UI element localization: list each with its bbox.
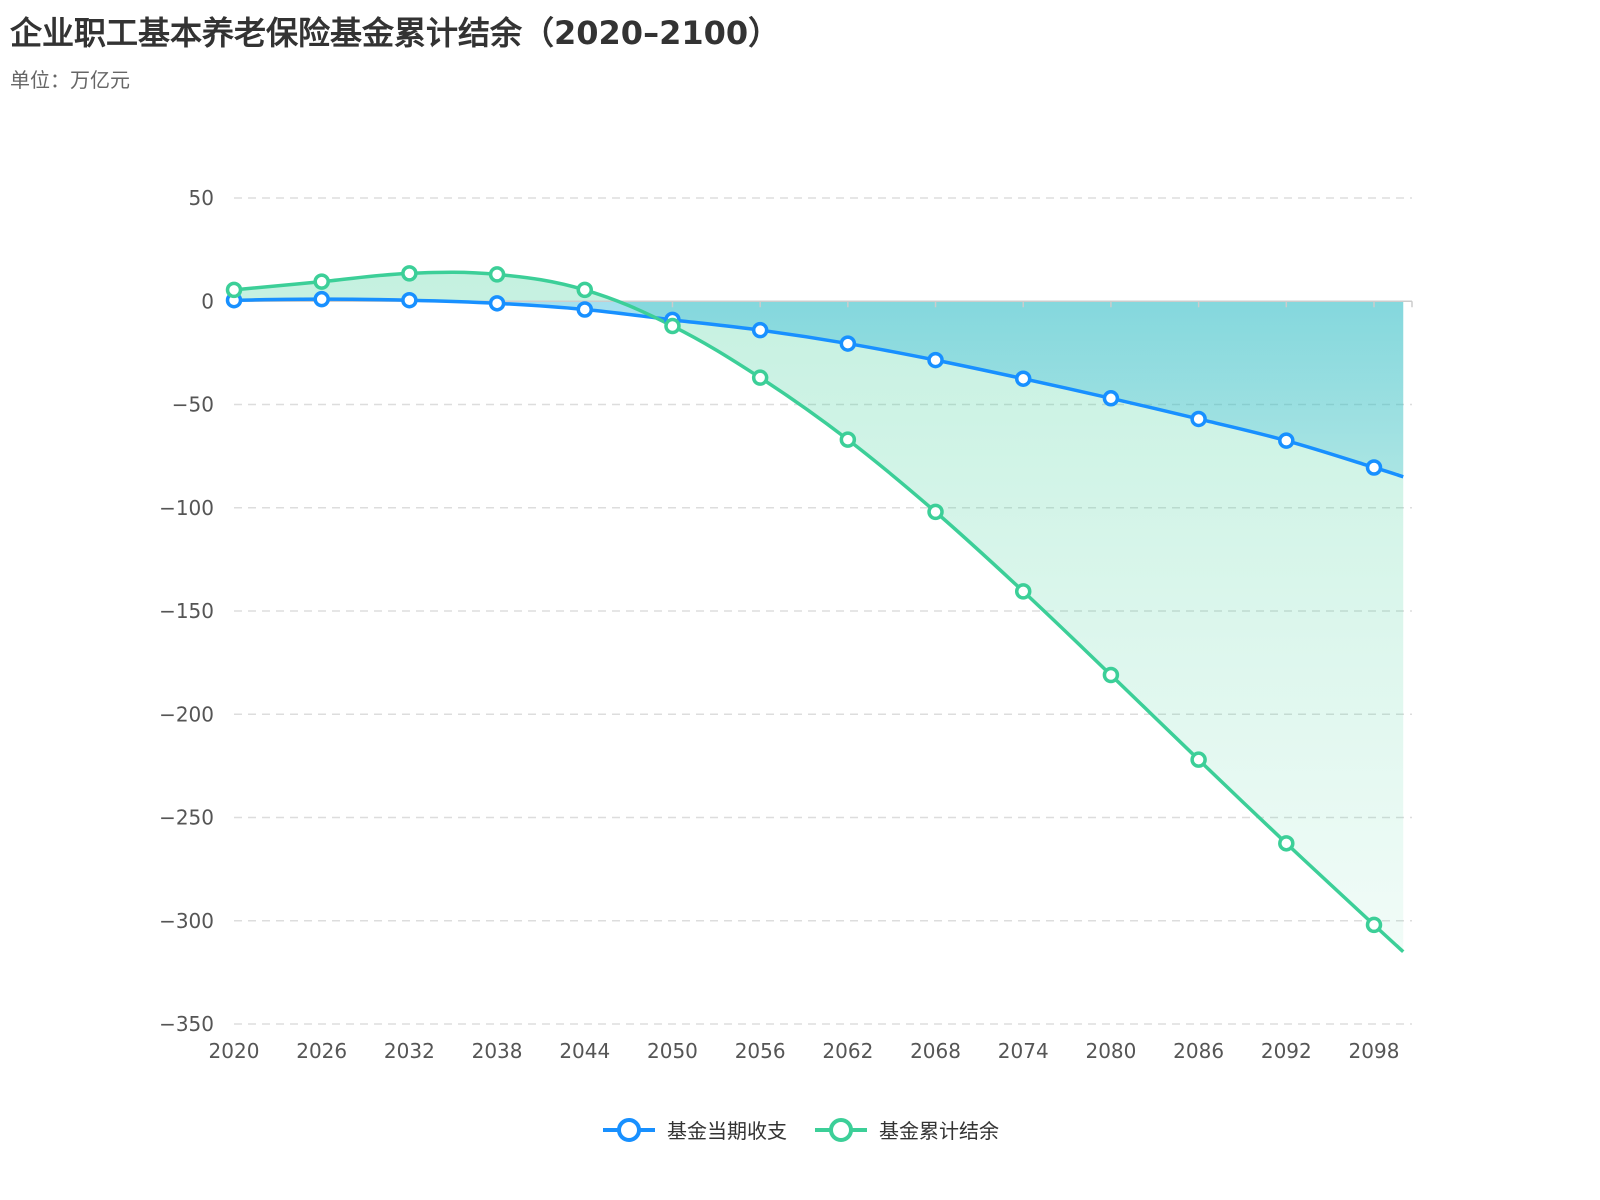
y-tick-label: 50 <box>189 186 214 210</box>
point-cumulative-balance <box>1365 916 1383 934</box>
chart-title: 企业职工基本养老保险基金累计结余（2020–2100） <box>10 14 781 52</box>
point-current-balance <box>927 351 944 369</box>
y-tick-label: −100 <box>159 496 214 520</box>
point-cumulative-balance <box>401 265 418 282</box>
y-axis-labels: 50 0 −50 −100 −150 −200 −250 −300 −350 <box>159 186 214 1036</box>
y-tick-label: −250 <box>159 806 214 830</box>
x-tick-label: 2044 <box>559 1039 610 1063</box>
point-cumulative-balance <box>1278 835 1295 852</box>
x-tick-label: 2056 <box>735 1039 786 1063</box>
x-tick-label: 2050 <box>647 1039 698 1063</box>
x-tick-label: 2038 <box>472 1039 523 1063</box>
legend-item-cumulative-balance[interactable]: 基金累计结余 <box>813 1115 999 1144</box>
y-tick-label: −300 <box>159 909 214 933</box>
x-tick-label: 2032 <box>384 1039 435 1063</box>
y-tick-label: −200 <box>159 702 214 726</box>
point-cumulative-balance <box>1014 583 1032 600</box>
legend-green-line-icon <box>815 1117 867 1142</box>
point-current-balance <box>751 321 769 339</box>
legend-label-current-balance: 基金当期收支 <box>667 1119 787 1143</box>
x-tick-label: 2068 <box>910 1039 961 1063</box>
legend-label-cumulative-balance: 基金累计结余 <box>879 1119 999 1143</box>
legend-item-current-balance[interactable]: 基金当期收支 <box>601 1115 787 1144</box>
y-tick-label: 0 <box>201 289 214 313</box>
point-cumulative-balance <box>1102 666 1120 684</box>
point-cumulative-balance <box>225 281 243 299</box>
point-cumulative-balance <box>576 281 594 299</box>
point-current-balance <box>1190 410 1207 428</box>
area-current-balance <box>234 299 1404 477</box>
x-axis-labels: 2020 2026 2032 2038 2044 2050 2056 2062 2068 2074… <box>209 1039 1400 1063</box>
x-tick-label: 2092 <box>1261 1039 1312 1063</box>
point-cumulative-balance <box>313 273 330 290</box>
x-tick-label: 2062 <box>822 1039 873 1063</box>
y-tick-label: −150 <box>159 599 214 623</box>
x-tick-label: 2098 <box>1349 1039 1400 1063</box>
point-current-balance <box>576 301 594 318</box>
line-chart: 500−50−100−150−200−250−300−350 2020 2026 2… <box>159 186 1413 1063</box>
point-current-balance <box>488 295 506 312</box>
point-current-balance <box>839 335 857 352</box>
x-tick-label: 2026 <box>296 1039 347 1063</box>
x-tick-label: 2086 <box>1173 1039 1224 1063</box>
chart-subtitle: 单位：万亿元 <box>10 68 130 92</box>
series-areas <box>234 272 1404 952</box>
point-current-balance <box>401 291 418 309</box>
legend-blue-line-icon <box>603 1117 655 1142</box>
series-points <box>225 265 1383 934</box>
line-cumulative-balance <box>233 270 1405 954</box>
point-cumulative-balance <box>488 266 506 283</box>
point-current-balance <box>1102 390 1120 407</box>
point-cumulative-balance <box>1190 751 1207 768</box>
x-tick-label: 2080 <box>1085 1039 1136 1063</box>
legend: 基金当期收支 基金累计结余 <box>0 1115 1600 1144</box>
y-tick-label: −350 <box>159 1012 214 1036</box>
point-cumulative-balance <box>751 369 769 386</box>
point-current-balance <box>313 290 330 308</box>
x-tick-label: 2020 <box>209 1039 260 1063</box>
point-current-balance <box>1014 370 1032 387</box>
point-cumulative-balance <box>927 503 944 521</box>
point-current-balance <box>1278 432 1295 449</box>
area-cumulative-balance <box>234 272 1404 952</box>
y-tick-label: −50 <box>172 393 214 417</box>
point-current-balance <box>1365 459 1383 476</box>
x-tick-label: 2074 <box>998 1039 1049 1063</box>
point-cumulative-balance <box>664 317 681 335</box>
point-cumulative-balance <box>839 431 857 448</box>
